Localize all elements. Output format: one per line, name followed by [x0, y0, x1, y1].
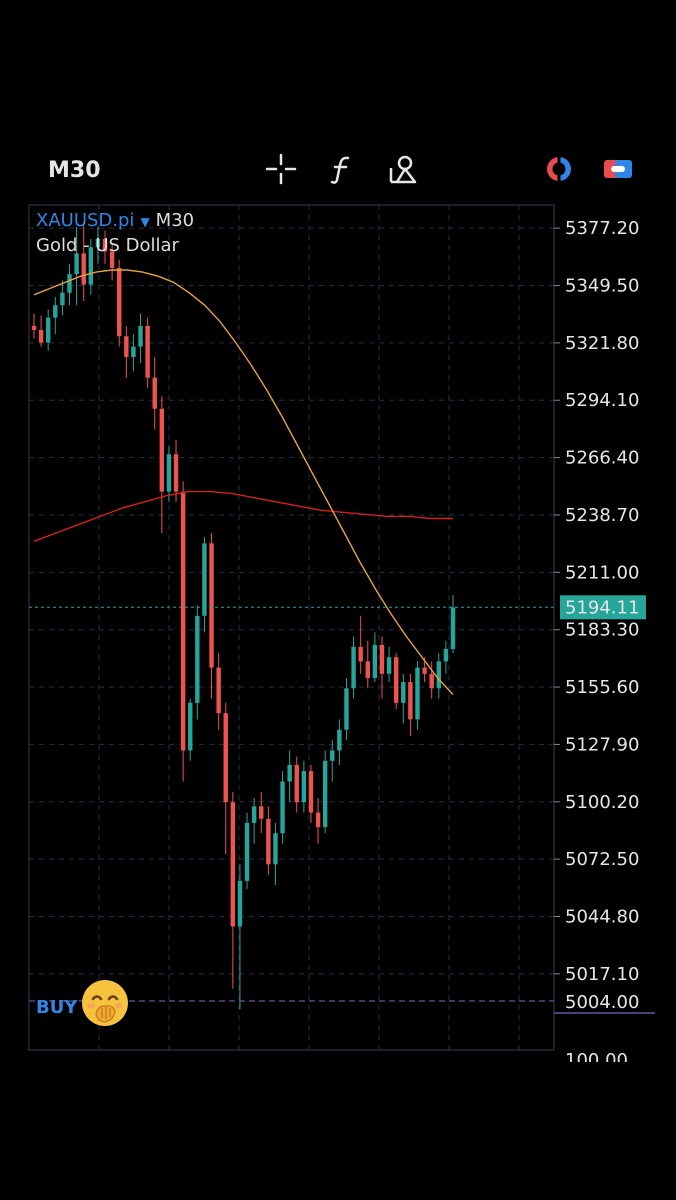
moving-average-slow	[33, 490, 453, 542]
candle-body	[209, 543, 214, 668]
candle-body	[145, 325, 150, 378]
candle-body	[322, 760, 328, 828]
candle-body	[230, 802, 236, 927]
y-tick-label: 5211.00	[565, 562, 639, 583]
settings-toggle-icon[interactable]	[600, 151, 636, 187]
candle-body	[152, 377, 157, 409]
y-tick-label: 5238.70	[565, 505, 639, 526]
candle-body	[131, 346, 136, 357]
candle-body	[344, 688, 349, 730]
y-tick-label: 5017.10	[565, 964, 639, 985]
symbol-header: XAUUSD.pi ▼ M30	[36, 210, 194, 231]
candle-body	[173, 454, 179, 492]
candle-body	[351, 646, 356, 689]
y-tick-label: 5044.80	[565, 907, 639, 928]
candle-body	[109, 251, 115, 268]
candle-body	[67, 274, 72, 293]
y-tick-label: 5266.40	[565, 448, 639, 469]
current-price-badge	[560, 595, 646, 620]
symbol-ticker[interactable]: XAUUSD.pi	[36, 210, 135, 231]
candle-body	[266, 818, 271, 865]
candle-body	[315, 812, 321, 828]
buy-order-label[interactable]: BUY	[36, 997, 78, 1018]
current-price-label: 5194.11	[565, 597, 639, 618]
plot-frame	[28, 204, 555, 1051]
y-tick-label: 5155.60	[565, 677, 639, 698]
candle-body	[379, 644, 385, 674]
y-tick-label: 5349.50	[565, 276, 639, 297]
dropdown-triangle-icon[interactable]: ▼	[140, 215, 150, 229]
candle-body	[287, 764, 292, 782]
y-tick-label: 5377.20	[565, 218, 639, 239]
candle-body	[450, 607, 456, 649]
buy-price-label: 5004.00	[565, 992, 639, 1013]
hand-over-mouth-emoji-icon	[80, 978, 130, 1028]
candle-body	[216, 667, 221, 714]
y-tick-label: 5294.10	[565, 390, 639, 411]
candle-body	[429, 673, 434, 689]
candle-body	[38, 330, 44, 343]
candle-body	[273, 833, 278, 865]
candle-body	[138, 325, 143, 347]
function-icon[interactable]	[324, 151, 360, 187]
y-tick-label: 5127.90	[565, 734, 639, 755]
candle-body	[372, 644, 378, 678]
candle-body	[280, 781, 285, 834]
candle-body	[337, 729, 342, 751]
candle-body	[46, 317, 51, 343]
candle-body	[237, 880, 243, 927]
candle-body	[393, 657, 399, 703]
candle-body	[117, 267, 122, 337]
candle-body	[223, 713, 228, 803]
candle-body	[330, 750, 335, 761]
bottom-mask	[0, 1062, 676, 1200]
candle-body	[308, 771, 314, 813]
candle-body	[294, 764, 299, 803]
candle-body	[95, 238, 101, 248]
chart-toolbar: M30	[0, 145, 676, 195]
candle-body	[422, 667, 427, 674]
y-tick-label: 5100.20	[565, 792, 639, 813]
candle-body	[408, 682, 413, 720]
candle-body	[102, 238, 108, 252]
candle-body	[195, 615, 200, 703]
candle-body	[188, 702, 193, 751]
candle-body	[166, 454, 172, 492]
y-tick-label: 5183.30	[565, 620, 639, 641]
trade-icon[interactable]	[541, 151, 577, 187]
candle-body	[251, 806, 257, 823]
candle-body	[180, 491, 186, 751]
candle-body	[53, 305, 58, 318]
candle-body	[124, 336, 129, 357]
symbol-timeframe: M30	[155, 210, 195, 231]
candle-body	[259, 806, 264, 819]
candle-body	[88, 247, 94, 285]
symbol-description: Gold - US Dollar	[36, 235, 179, 256]
candle-body	[365, 661, 370, 678]
candle-body	[436, 661, 441, 689]
moving-average-fast	[33, 269, 454, 695]
candle-body	[60, 292, 65, 306]
y-tick-label: 5321.80	[565, 333, 639, 354]
candle-body	[401, 682, 406, 703]
candle-body	[159, 408, 165, 492]
candle-body	[301, 771, 307, 803]
candle-body	[202, 543, 207, 616]
crosshair-icon[interactable]	[263, 151, 299, 187]
candle-body	[74, 253, 79, 275]
y-tick-label: 5072.50	[565, 849, 639, 870]
candle-body	[244, 822, 250, 881]
candle-body	[443, 648, 449, 662]
objects-icon[interactable]	[384, 151, 420, 187]
timeframe-selector[interactable]: M30	[48, 158, 101, 183]
candle-body	[386, 657, 392, 674]
candle-body	[31, 325, 37, 331]
candle-body	[415, 667, 420, 720]
candle-body	[358, 646, 363, 662]
candle-body	[81, 253, 86, 285]
